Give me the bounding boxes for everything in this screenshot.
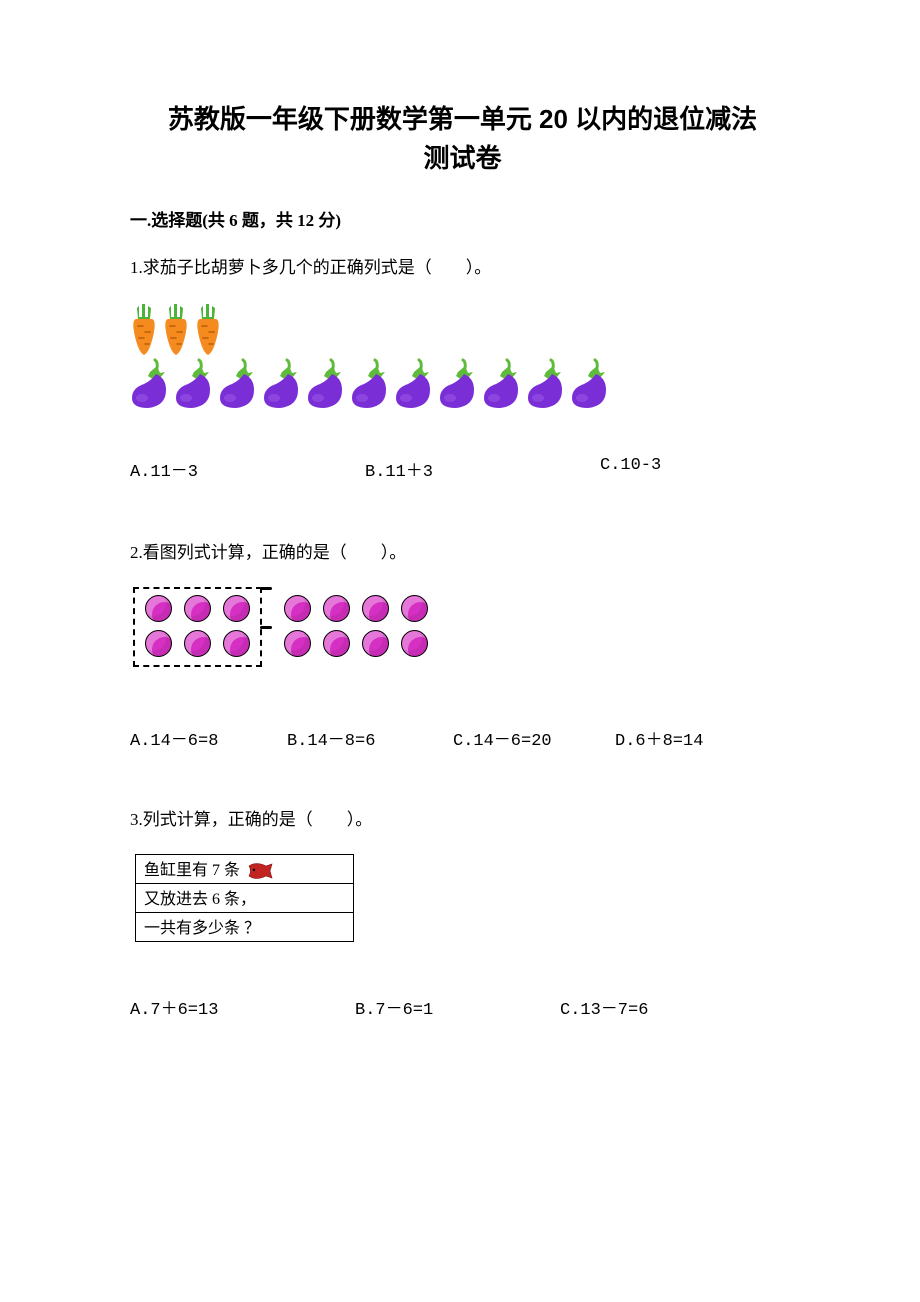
q3-text: 3.列式计算，正确的是（ ）。 [130, 805, 795, 830]
eggplant-icon [570, 358, 610, 410]
q2-option-a: A.14－6=8 [130, 725, 287, 751]
title-line-1: 苏教版一年级下册数学第一单元 20 以内的退位减法 [168, 104, 757, 134]
eggplant-icon [174, 358, 214, 410]
dot-icon [145, 630, 172, 657]
carrot-icon [130, 302, 158, 356]
q2-options: A.14－6=8 B.14－8=6 C.14－6=20 D.6＋8=14 [130, 725, 795, 751]
q2-option-b: B.14－8=6 [287, 725, 453, 751]
q1-options: A.11－3 B.11＋3 C.10-3 [130, 456, 795, 482]
eggplant-icon [218, 358, 258, 410]
connector-icon [260, 587, 274, 675]
dot-icon [284, 630, 311, 657]
q1-text: 1.求茄子比胡萝卜多几个的正确列式是（ ）。 [130, 253, 795, 278]
dot-icon [284, 595, 311, 622]
dot-row [145, 595, 250, 622]
q3-row1: 鱼缸里有 7 条 [136, 855, 354, 884]
dashed-group [133, 587, 262, 667]
q3-row3: 一共有多少条 ？ [136, 913, 354, 942]
outside-group [274, 587, 428, 665]
dot-row [284, 595, 428, 622]
eggplant-icon [262, 358, 302, 410]
page: 苏教版一年级下册数学第一单元 20 以内的退位减法 测试卷 一.选择题(共 6 … [0, 0, 920, 1302]
dot-icon [184, 595, 211, 622]
document-title: 苏教版一年级下册数学第一单元 20 以内的退位减法 测试卷 [130, 100, 795, 178]
eggplant-icon [306, 358, 346, 410]
eggplant-icon [482, 358, 522, 410]
q1-figure [130, 302, 795, 410]
dot-icon [145, 595, 172, 622]
dot-row [145, 630, 250, 657]
dot-icon [223, 595, 250, 622]
fish-icon [246, 862, 274, 880]
q3-option-b: B.7－6=1 [355, 994, 560, 1020]
q1-option-a: A.11－3 [130, 456, 365, 482]
q2-figure [133, 587, 795, 675]
title-line-2: 测试卷 [423, 143, 501, 173]
carrot-icon [162, 302, 190, 356]
dot-icon [184, 630, 211, 657]
dot-icon [323, 630, 350, 657]
carrot-row [130, 302, 795, 356]
q3-row2: 又放进去 6 条， [136, 884, 354, 913]
dot-row [284, 630, 428, 657]
q1-option-b: B.11＋3 [365, 456, 600, 482]
eggplant-icon [394, 358, 434, 410]
q3-options: A.7＋6=13 B.7－6=1 C.13－7=6 [130, 994, 795, 1020]
dot-icon [362, 630, 389, 657]
q3-table: 鱼缸里有 7 条 又放进去 6 条， 一共有多少条 ？ [135, 854, 354, 942]
q3-option-c: C.13－7=6 [560, 994, 710, 1020]
section-1-heading: 一.选择题(共 6 题，共 12 分) [130, 206, 795, 231]
eggplant-icon [526, 358, 566, 410]
dot-icon [401, 630, 428, 657]
q2-text: 2.看图列式计算，正确的是（ ）。 [130, 538, 795, 563]
dot-icon [223, 630, 250, 657]
eggplant-icon [350, 358, 390, 410]
eggplant-icon [130, 358, 170, 410]
q3-option-a: A.7＋6=13 [130, 994, 355, 1020]
eggplant-row [130, 358, 795, 410]
q2-option-c: C.14－6=20 [453, 725, 615, 751]
q2-option-d: D.6＋8=14 [615, 725, 755, 751]
dot-icon [362, 595, 389, 622]
q1-option-c: C.10-3 [600, 456, 780, 482]
dot-icon [401, 595, 428, 622]
dot-icon [323, 595, 350, 622]
q3-row1-text: 鱼缸里有 7 条 [144, 862, 240, 879]
carrot-icon [194, 302, 222, 356]
eggplant-icon [438, 358, 478, 410]
